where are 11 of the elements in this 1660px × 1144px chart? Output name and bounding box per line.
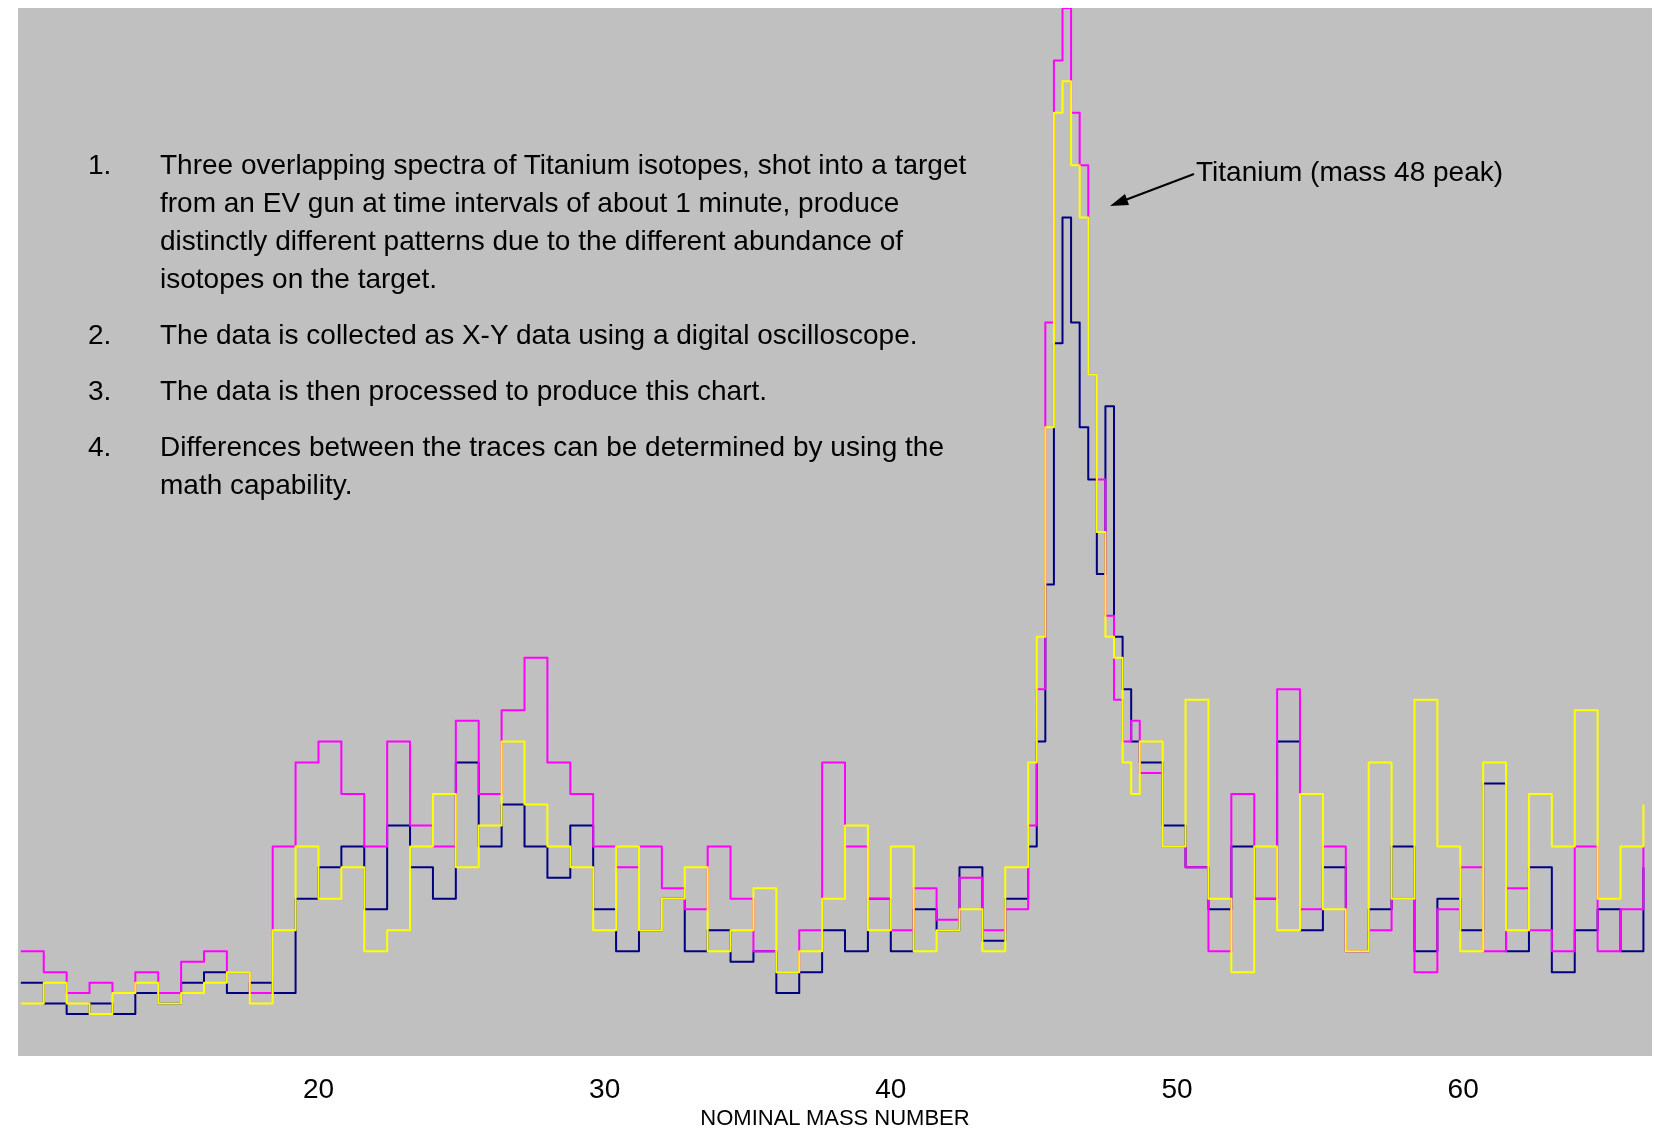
annotation: Titanium (mass 48 peak): [1196, 156, 1504, 188]
x-axis-title: NOMINAL MASS NUMBER: [700, 1105, 970, 1131]
text: 3. The data is then processed to produce this chart.: [88, 375, 768, 406]
text: 1. Three overlapping spectra of Titanium isotopes, shot into a target from an EV gun at time intervals of about 1 minute, produce distinctly different patterns due to the different abundance of isotopes on the target.: [88, 149, 967, 294]
x-tick-label: 20: [302, 1072, 335, 1104]
text: 2. The data is collected as X-Y data using a digital oscilloscope.: [88, 319, 918, 350]
x-tick-label: 50: [1161, 1072, 1193, 1104]
x-tick-label: 30: [589, 1072, 621, 1104]
x-tick-label: 60: [1447, 1072, 1479, 1104]
text: 4. Differences between the traces can be determined by using the math capability.: [88, 431, 944, 500]
x-tick-label: 40: [875, 1072, 907, 1104]
